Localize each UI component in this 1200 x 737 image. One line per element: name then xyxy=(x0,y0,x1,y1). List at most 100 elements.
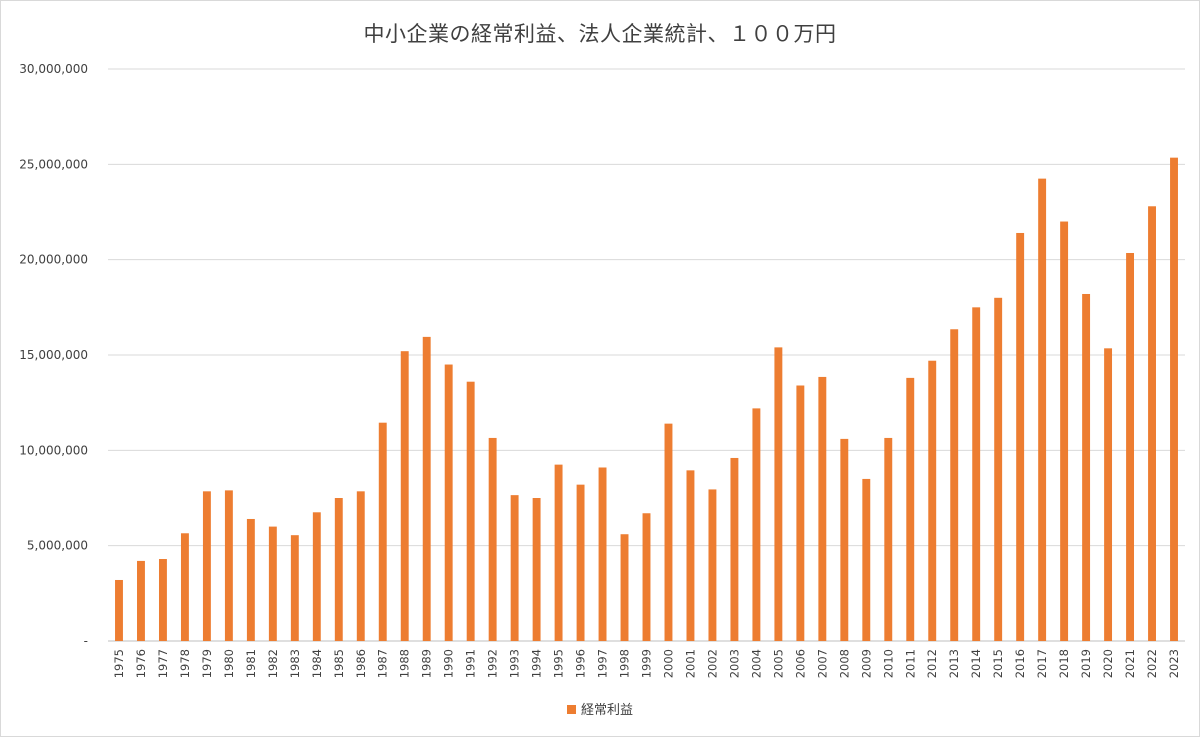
legend-swatch xyxy=(566,705,576,714)
bar xyxy=(1038,178,1047,641)
bar xyxy=(796,385,805,641)
bar xyxy=(268,526,277,641)
bar xyxy=(334,498,343,641)
x-tick-label: 1991 xyxy=(464,649,478,678)
x-tick-label: 1986 xyxy=(354,649,368,678)
x-tick-label: 2020 xyxy=(1101,649,1115,678)
bar xyxy=(994,297,1003,641)
bar xyxy=(158,559,167,641)
bar xyxy=(1060,221,1069,642)
bar xyxy=(576,484,585,641)
x-tick-label: 1989 xyxy=(420,649,434,678)
bar xyxy=(1016,232,1025,641)
bar xyxy=(972,307,981,641)
y-tick-label: 15,000,000 xyxy=(19,348,88,362)
bar xyxy=(444,364,453,641)
legend-label: 経常利益 xyxy=(580,703,633,718)
x-tick-label: 1983 xyxy=(288,649,302,678)
x-tick-label: 1984 xyxy=(310,649,324,678)
x-tick-label: 1985 xyxy=(332,649,346,678)
x-tick-label: 2009 xyxy=(859,649,873,678)
bar xyxy=(180,533,189,641)
y-tick-label: 30,000,000 xyxy=(19,62,88,76)
bar xyxy=(312,512,321,641)
bar xyxy=(400,351,409,641)
x-tick-label: 1994 xyxy=(530,649,544,678)
x-tick-label: 1992 xyxy=(486,649,500,678)
y-tick-label: 20,000,000 xyxy=(19,253,88,267)
bar xyxy=(642,513,651,641)
bar xyxy=(862,478,871,641)
bar xyxy=(906,377,915,641)
bar xyxy=(664,423,673,641)
x-tick-label: 1982 xyxy=(266,649,280,678)
bar xyxy=(224,490,233,641)
bar xyxy=(708,489,717,641)
x-tick-label: 2016 xyxy=(1013,649,1027,678)
x-tick-label: 2007 xyxy=(815,649,829,678)
x-tick-label: 2006 xyxy=(793,649,807,678)
bar xyxy=(686,470,695,641)
bar xyxy=(950,329,959,641)
x-tick-label: 1987 xyxy=(376,649,390,678)
y-tick-label: - xyxy=(84,634,88,648)
bar xyxy=(1104,348,1113,641)
x-tick-label: 2005 xyxy=(771,649,785,678)
legend: 経常利益 xyxy=(0,699,1200,718)
bar xyxy=(928,360,937,641)
bar xyxy=(137,560,145,641)
bar xyxy=(290,535,299,641)
x-tick-label: 2012 xyxy=(925,649,939,678)
x-tick-label: 2022 xyxy=(1145,649,1159,678)
x-tick-label: 2003 xyxy=(727,649,741,678)
bar xyxy=(422,336,431,641)
bar xyxy=(884,437,893,641)
bar xyxy=(1082,293,1091,641)
x-tick-label: 1978 xyxy=(178,649,192,678)
x-tick-label: 1996 xyxy=(574,649,588,678)
gridlines xyxy=(108,68,1185,642)
x-tick-label: 1975 xyxy=(112,649,126,678)
bar xyxy=(378,422,387,641)
x-tick-label: 2015 xyxy=(991,649,1005,678)
x-tick-label: 2010 xyxy=(881,649,895,678)
x-tick-label: 2018 xyxy=(1057,649,1071,678)
x-tick-label: 1977 xyxy=(156,649,170,678)
y-tick-label: 25,000,000 xyxy=(19,157,88,171)
bar xyxy=(488,437,497,641)
bar xyxy=(356,491,365,641)
bar xyxy=(115,579,123,641)
x-tick-label: 2021 xyxy=(1123,649,1137,678)
bar xyxy=(466,381,475,641)
x-axis-tick-labels: 1975 1976 1977 1978 1979 1980 1981 1982 1983 1984… xyxy=(112,649,1181,678)
x-tick-label: 1976 xyxy=(134,649,148,678)
x-tick-label: 2011 xyxy=(903,649,917,678)
x-tick-label: 1988 xyxy=(398,649,412,678)
x-tick-label: 2023 xyxy=(1167,649,1181,678)
x-tick-label: 2001 xyxy=(683,649,697,678)
y-tick-label: 10,000,000 xyxy=(19,443,88,457)
x-tick-label: 1980 xyxy=(222,649,236,678)
x-tick-label: 1999 xyxy=(640,649,654,678)
y-axis-tick-labels: - 5,000,000 10,000,000 15,000,000 20,000,000… xyxy=(19,62,88,648)
x-tick-label: 2019 xyxy=(1079,649,1093,678)
y-tick-label: 5,000,000 xyxy=(27,539,88,553)
x-tick-label: 1979 xyxy=(200,649,214,678)
bar xyxy=(554,464,563,641)
bar xyxy=(510,495,519,641)
bar xyxy=(818,376,827,641)
x-tick-label: 2000 xyxy=(661,649,675,678)
x-tick-label: 1993 xyxy=(508,649,522,678)
x-tick-label: 1981 xyxy=(244,649,258,678)
bar xyxy=(620,534,629,641)
bar xyxy=(202,491,211,641)
x-tick-label: 2002 xyxy=(705,649,719,678)
bars xyxy=(115,157,1178,642)
x-tick-label: 2008 xyxy=(837,649,851,678)
bar xyxy=(532,498,541,641)
x-tick-label: 2014 xyxy=(969,649,983,678)
bar xyxy=(1148,206,1156,641)
x-tick-label: 2004 xyxy=(749,649,763,678)
x-tick-label: 1997 xyxy=(596,649,610,678)
bar xyxy=(598,467,607,641)
